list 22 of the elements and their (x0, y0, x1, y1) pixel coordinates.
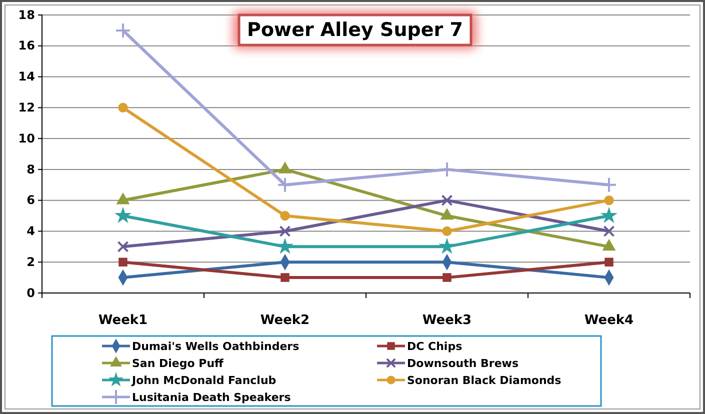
legend-label: Lusitania Death Speakers (132, 391, 292, 404)
y-tick-label: 4 (26, 224, 35, 238)
legend-label: DC Chips (407, 340, 463, 353)
legend-label: San Diego Puff (132, 357, 224, 370)
y-tick-label: 16 (18, 38, 35, 53)
y-tick-label: 14 (18, 70, 35, 84)
legend-label: Dumai's Wells Oathbinders (132, 340, 300, 353)
x-tick-label: Week1 (98, 313, 148, 328)
y-tick-label: 8 (26, 162, 35, 176)
legend-label: Downsouth Brews (407, 357, 519, 370)
x-tick-label: Week2 (260, 313, 310, 328)
chart-title: Power Alley Super 7 (247, 19, 463, 41)
legend-label: John McDonald Fanclub (131, 374, 276, 387)
legend-label: Sonoran Black Diamonds (407, 374, 562, 387)
x-tick-label: Week3 (422, 313, 472, 328)
y-tick-label: 6 (26, 193, 35, 208)
y-tick-label: 10 (18, 131, 35, 146)
y-tick-label: 12 (18, 100, 35, 115)
y-tick-label: 2 (26, 254, 35, 269)
x-tick-label: Week4 (584, 313, 634, 328)
y-tick-label: 0 (26, 286, 35, 300)
y-tick-label: 18 (18, 8, 35, 22)
